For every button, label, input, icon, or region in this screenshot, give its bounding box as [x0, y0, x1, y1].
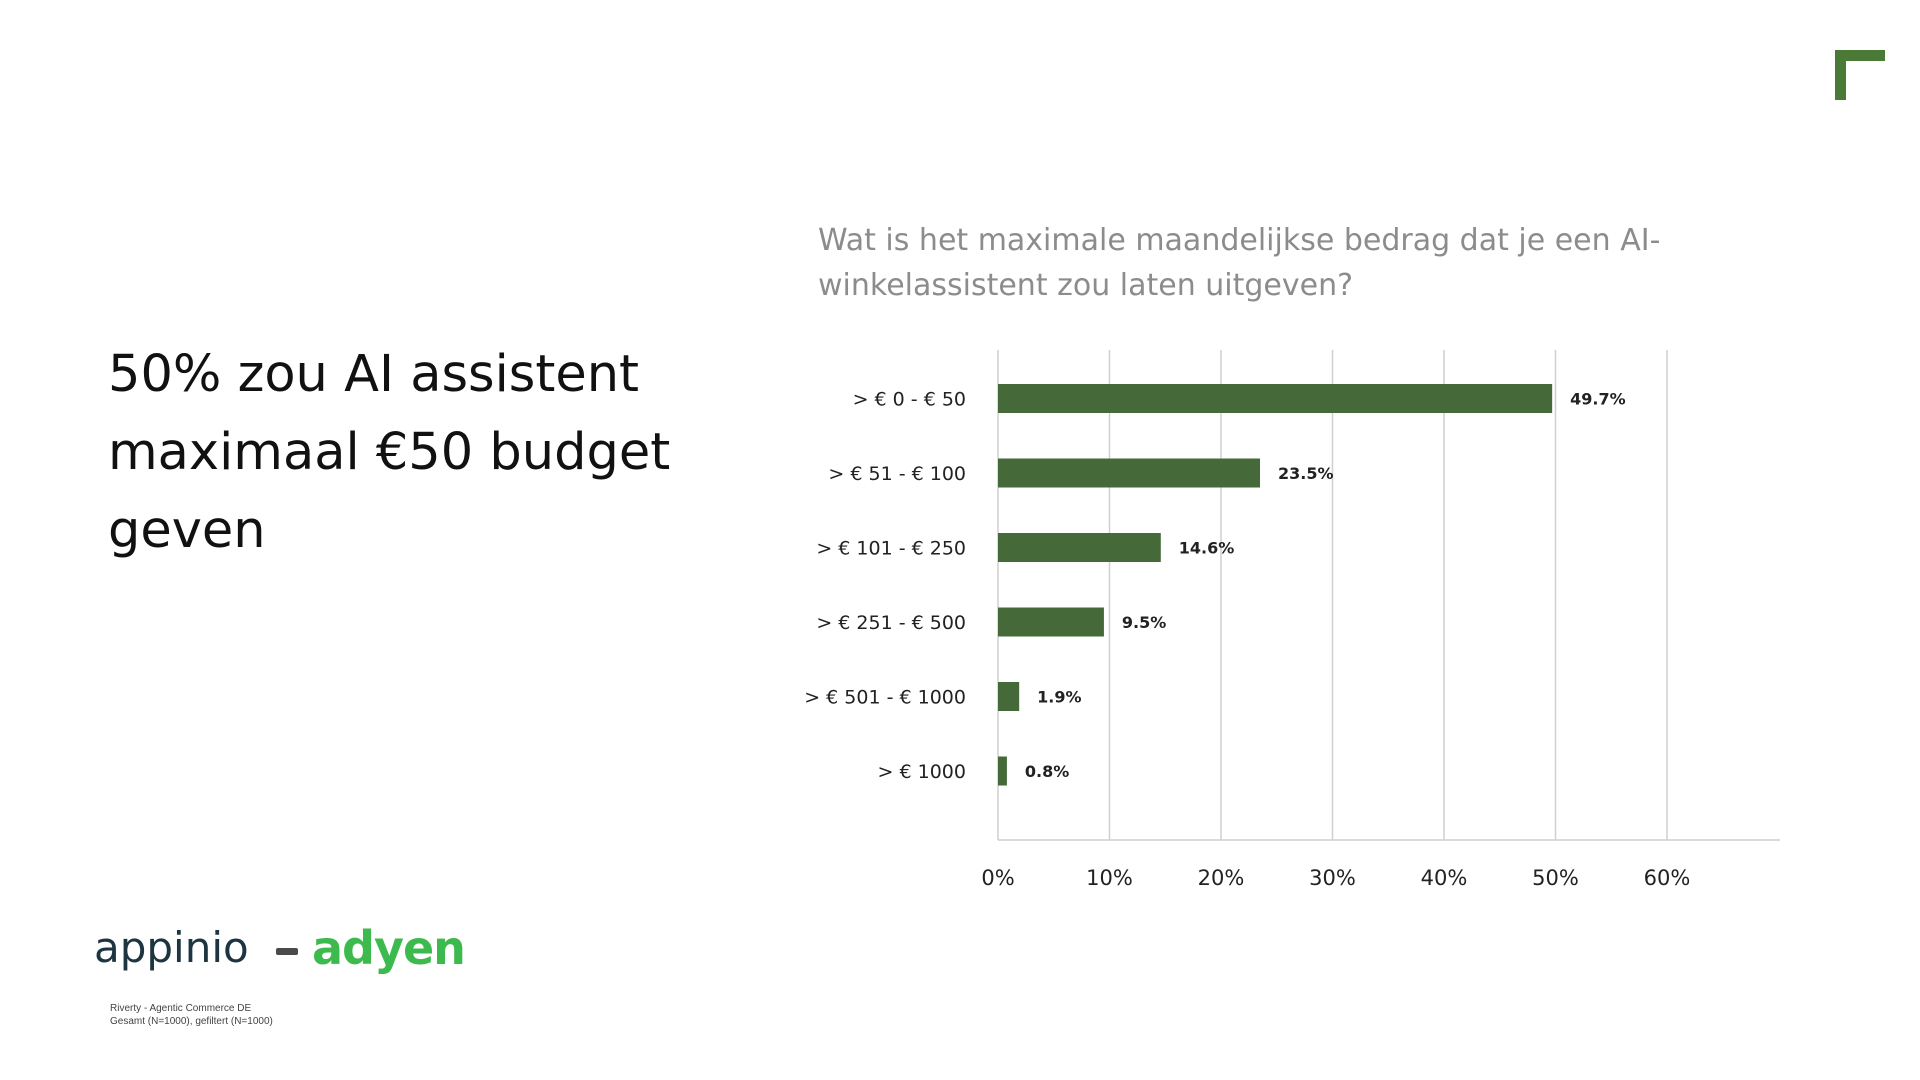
category-label: > € 101 - € 250: [816, 538, 966, 560]
category-label: > € 501 - € 1000: [804, 687, 966, 709]
data-label: 49.7%: [1570, 390, 1626, 409]
category-label: > € 1000: [878, 761, 966, 783]
x-tick-label: 60%: [1644, 866, 1691, 890]
data-label: 9.5%: [1122, 613, 1166, 632]
bar: [998, 384, 1553, 413]
source-line: Gesamt (N=1000), gefiltert (N=1000): [110, 1016, 273, 1027]
corner-bracket-vertical: [1835, 50, 1846, 100]
source-note: Riverty - Agentic Commerce DE Gesamt (N=…: [110, 1002, 273, 1028]
bar: [998, 682, 1020, 711]
logo-separator: [276, 948, 298, 955]
chart-question-title: Wat is het maximale maandelijkse bedrag …: [818, 223, 1661, 303]
source-line: Riverty - Agentic Commerce DE: [110, 1003, 252, 1014]
bar: [998, 533, 1161, 562]
bar: [998, 756, 1007, 786]
x-tick-label: 40%: [1421, 866, 1468, 890]
category-label: > € 251 - € 500: [816, 612, 966, 634]
bar: [998, 458, 1261, 488]
category-label: > € 51 - € 100: [828, 463, 966, 485]
slide-headline: 50% zou AI assistent maximaal €50 budget…: [108, 345, 671, 560]
x-tick-label: 0%: [981, 866, 1014, 890]
bar: [998, 607, 1104, 637]
x-tick-label: 20%: [1198, 866, 1245, 890]
data-label: 1.9%: [1037, 688, 1081, 707]
corner-bracket-horizontal: [1835, 50, 1885, 61]
x-tick-label: 30%: [1309, 866, 1356, 890]
x-tick-label: 50%: [1532, 866, 1579, 890]
data-label: 14.6%: [1179, 539, 1235, 558]
x-tick-label: 10%: [1086, 866, 1133, 890]
data-label: 0.8%: [1025, 762, 1069, 781]
corner-bracket-logo: [1835, 50, 1885, 100]
adyen-logo: adyen: [312, 921, 466, 975]
data-label: 23.5%: [1278, 464, 1334, 483]
category-label: > € 0 - € 50: [853, 389, 966, 411]
appinio-logo: appinio: [94, 923, 249, 972]
bar-chart: 0% 10% 20% 30% 40% 50% 60% > € 0 - € 50 49.7% > €…: [804, 350, 1780, 890]
